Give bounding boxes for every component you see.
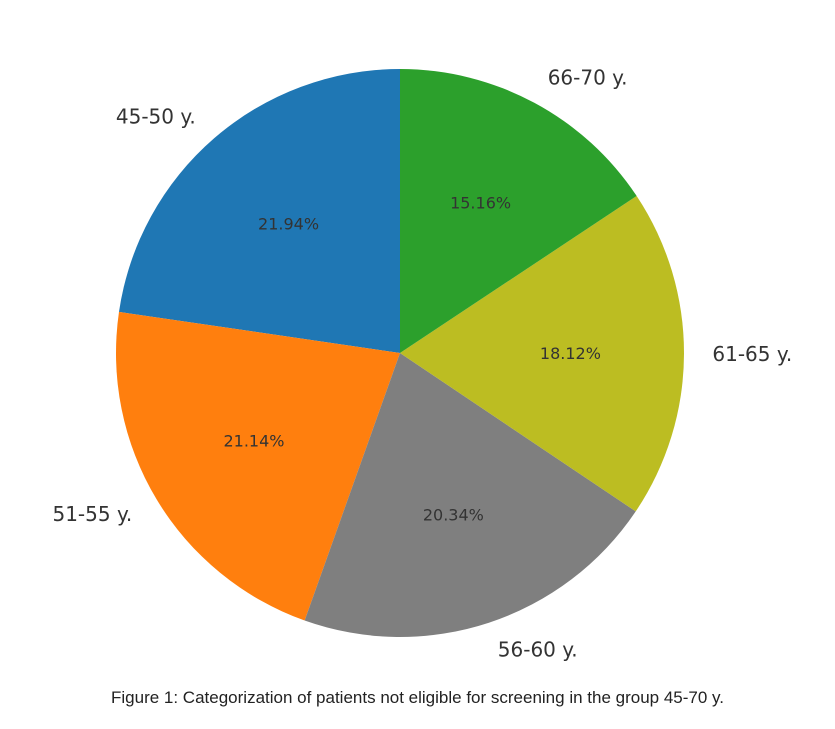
slice-percent-label: 18.12%: [540, 344, 601, 363]
slice-label: 45-50 y.: [116, 105, 196, 129]
pie-slice-51-55: [115, 311, 400, 621]
pie-slice-45-50: [118, 69, 401, 353]
pie-slice-61-65: [400, 195, 684, 512]
pie-slice-66-70: [400, 69, 637, 353]
slice-percent-label: 21.94%: [258, 215, 319, 234]
slice-label: 61-65 y.: [712, 342, 792, 366]
slice-percent-label: 21.14%: [223, 431, 284, 450]
figure-caption: Figure 1: Categorization of patients not…: [111, 688, 724, 707]
pie-chart: 45-50 y. 21.94% 51-55 y. 21.14% 56-60 y. 20.3…: [52, 66, 792, 662]
slice-label: 66-70 y.: [548, 66, 628, 90]
slice-label: 51-55 y.: [52, 502, 132, 526]
slice-percent-label: 20.34%: [423, 505, 484, 524]
slice-percent-label: 15.16%: [450, 193, 511, 212]
slice-label: 56-60 y.: [498, 638, 578, 662]
pie-slice-56-60: [304, 353, 636, 637]
